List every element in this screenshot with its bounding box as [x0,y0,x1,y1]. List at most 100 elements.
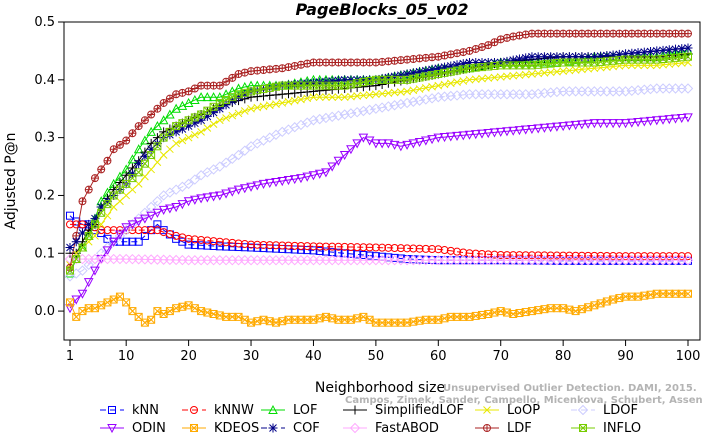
point-ldf [115,140,124,149]
point-cof [333,75,343,85]
point-knnw [577,251,586,260]
point-cof [202,111,212,121]
plot-frame [63,21,701,341]
point-odin [389,140,400,150]
point-odin [165,204,175,214]
point-odin [633,118,643,128]
point-cof [440,62,450,72]
point-fastabod [682,255,694,266]
point-cof [433,63,443,73]
point-cof [502,56,512,66]
point-cof [639,47,649,57]
point-loop [303,94,312,103]
point-odin [214,191,225,201]
point-odin [83,278,94,288]
point-odin [402,140,412,150]
point-cof [608,50,618,60]
point-knnw [521,251,530,260]
point-knnw [315,242,324,251]
point-ldof [408,96,419,107]
point-knnw [540,251,549,260]
point-odin [333,156,344,166]
point-loop [409,86,418,95]
point-kdeos [122,298,131,307]
point-inflo [147,150,156,159]
point-knnw [390,244,399,253]
point-loop [166,145,174,154]
point-odin [233,185,244,195]
point-cof [302,78,312,88]
point-loop [421,84,430,92]
point-loop [584,64,592,73]
point-ldf [459,48,468,57]
point-knnw [359,243,368,252]
point-ldof [227,153,238,165]
point-knnw [484,250,493,259]
point-loop [509,71,518,80]
point-odin [527,124,537,135]
point-loop [478,74,486,83]
point-ldf [290,61,299,70]
point-ldof [139,207,151,219]
point-loop [459,77,468,85]
point-odin [140,214,150,224]
point-loop [197,128,205,136]
point-cof [508,55,518,65]
point-ldof [83,259,94,271]
point-knnw [128,226,137,235]
point-ldof [77,265,88,276]
legend-label-ldof: LDOF [603,403,638,418]
point-cof [171,127,181,137]
point-ldof [114,230,126,242]
point-knnw [471,249,480,258]
point-ldof [345,108,357,119]
series-line-loop [69,62,689,266]
point-knn [203,241,212,250]
point-ldf [84,185,93,194]
y-tick-label: 0.3 [34,131,55,146]
point-ldf [178,88,187,97]
point-odin [283,176,294,186]
point-loop [484,74,493,82]
legend-label-fastabod: FastABOD [375,421,439,434]
point-odin [221,189,231,199]
point-knnw [559,251,568,260]
series-line-fastabod [70,258,688,261]
point-knnw [240,240,249,249]
point-odin [289,175,300,185]
point-odin [439,133,450,143]
point-knnw [478,249,486,258]
point-odin [577,120,587,130]
point-cof [358,75,368,85]
y-tick-label: 0.5 [34,15,55,30]
point-cof [552,52,562,62]
point-odin [127,220,138,230]
legend-item-knnw: kNNW [182,403,254,418]
point-odin [427,135,437,145]
point-cof [452,60,462,70]
point-inflo [72,255,81,264]
point-loop [365,90,374,99]
point-ldof [258,135,269,146]
point-ldf [421,53,430,62]
point-knnw [296,241,305,250]
point-loop [390,88,399,97]
point-knnw [546,251,555,260]
point-knn [340,249,349,258]
point-odin [477,129,487,139]
point-odin [371,139,381,149]
point-odin [502,127,512,137]
legend-label-lof: LOF [293,403,318,418]
point-loop [309,93,318,102]
point-lof [214,92,225,102]
point-ldof [339,109,350,120]
point-cof [196,115,206,125]
series-line-inflo [69,56,689,271]
point-odin [683,113,693,123]
point-loop [228,111,237,120]
point-odin [314,169,325,179]
point-cof [296,79,306,89]
point-odin [396,142,406,152]
legend: kNN kNNW LOF SimplifiedLOF LoOP LDOF ODIN KDEOS… [100,403,641,436]
point-knn [303,246,312,255]
